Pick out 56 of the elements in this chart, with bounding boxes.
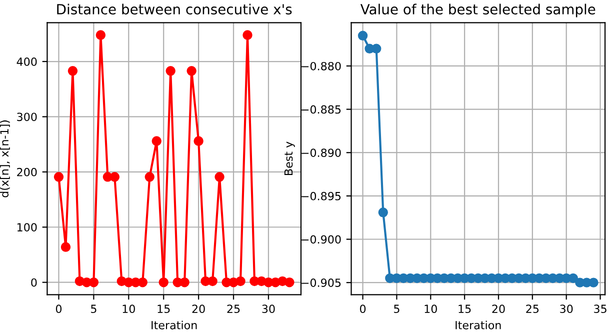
point [214,172,224,182]
x-axis-title: Iteration [456,320,501,330]
y-tick-label: −0.890 [302,148,341,157]
y-tick-label: −0.880 [302,62,341,70]
point [284,277,294,288]
point [68,66,78,76]
y-tick-label: 200 [17,168,37,176]
point [236,276,246,286]
y-tick-label: −0.885 [302,105,341,114]
x-axis-title: Iteration [152,320,197,330]
chart-title: Value of the best selected sample [360,4,596,18]
point [371,44,382,54]
y-tick-label: 0 [31,278,37,287]
x-tick-label: 25 [227,304,240,314]
point [88,277,99,288]
y-tick-label: 100 [17,223,37,232]
y-tick-label: 400 [16,57,37,66]
point [54,172,64,182]
point [208,276,218,286]
x-tick-label: 10 [424,304,437,314]
point [194,136,204,146]
y-tick-label: −0.905 [302,278,341,287]
x-tick-label: 0 [56,304,62,314]
point [186,66,196,76]
y-axis-title: Best y [284,142,295,175]
point [568,273,578,284]
x-tick-label: 30 [262,304,275,314]
point [144,172,154,182]
y-axis-title: d(x[n], x[n-1]) [0,120,10,198]
x-tick-label: 5 [91,304,96,314]
point [180,277,190,288]
point [110,172,120,182]
x-tick-label: 0 [360,304,366,314]
point [588,278,598,288]
point [166,66,176,76]
point [242,30,252,40]
x-tick-label: 30 [560,304,573,314]
x-tick-label: 5 [394,304,400,314]
y-tick-label: −0.895 [302,192,341,200]
x-tick-label: 10 [122,304,135,314]
point [60,242,71,252]
point [152,136,162,146]
x-tick-label: 15 [158,304,170,314]
point [158,277,168,288]
point [358,30,368,40]
x-tick-label: 25 [526,304,539,314]
x-tick-label: 35 [594,304,606,314]
point [96,30,106,40]
x-tick-label: 20 [192,304,205,314]
point [138,277,148,288]
point [378,208,388,218]
y-tick-label: 300 [17,112,37,122]
chart-title: Distance between consecutive x's [57,4,292,15]
y-tick-label: −0.900 [302,235,341,244]
x-tick-label: 20 [492,304,505,314]
x-tick-label: 15 [458,304,471,314]
